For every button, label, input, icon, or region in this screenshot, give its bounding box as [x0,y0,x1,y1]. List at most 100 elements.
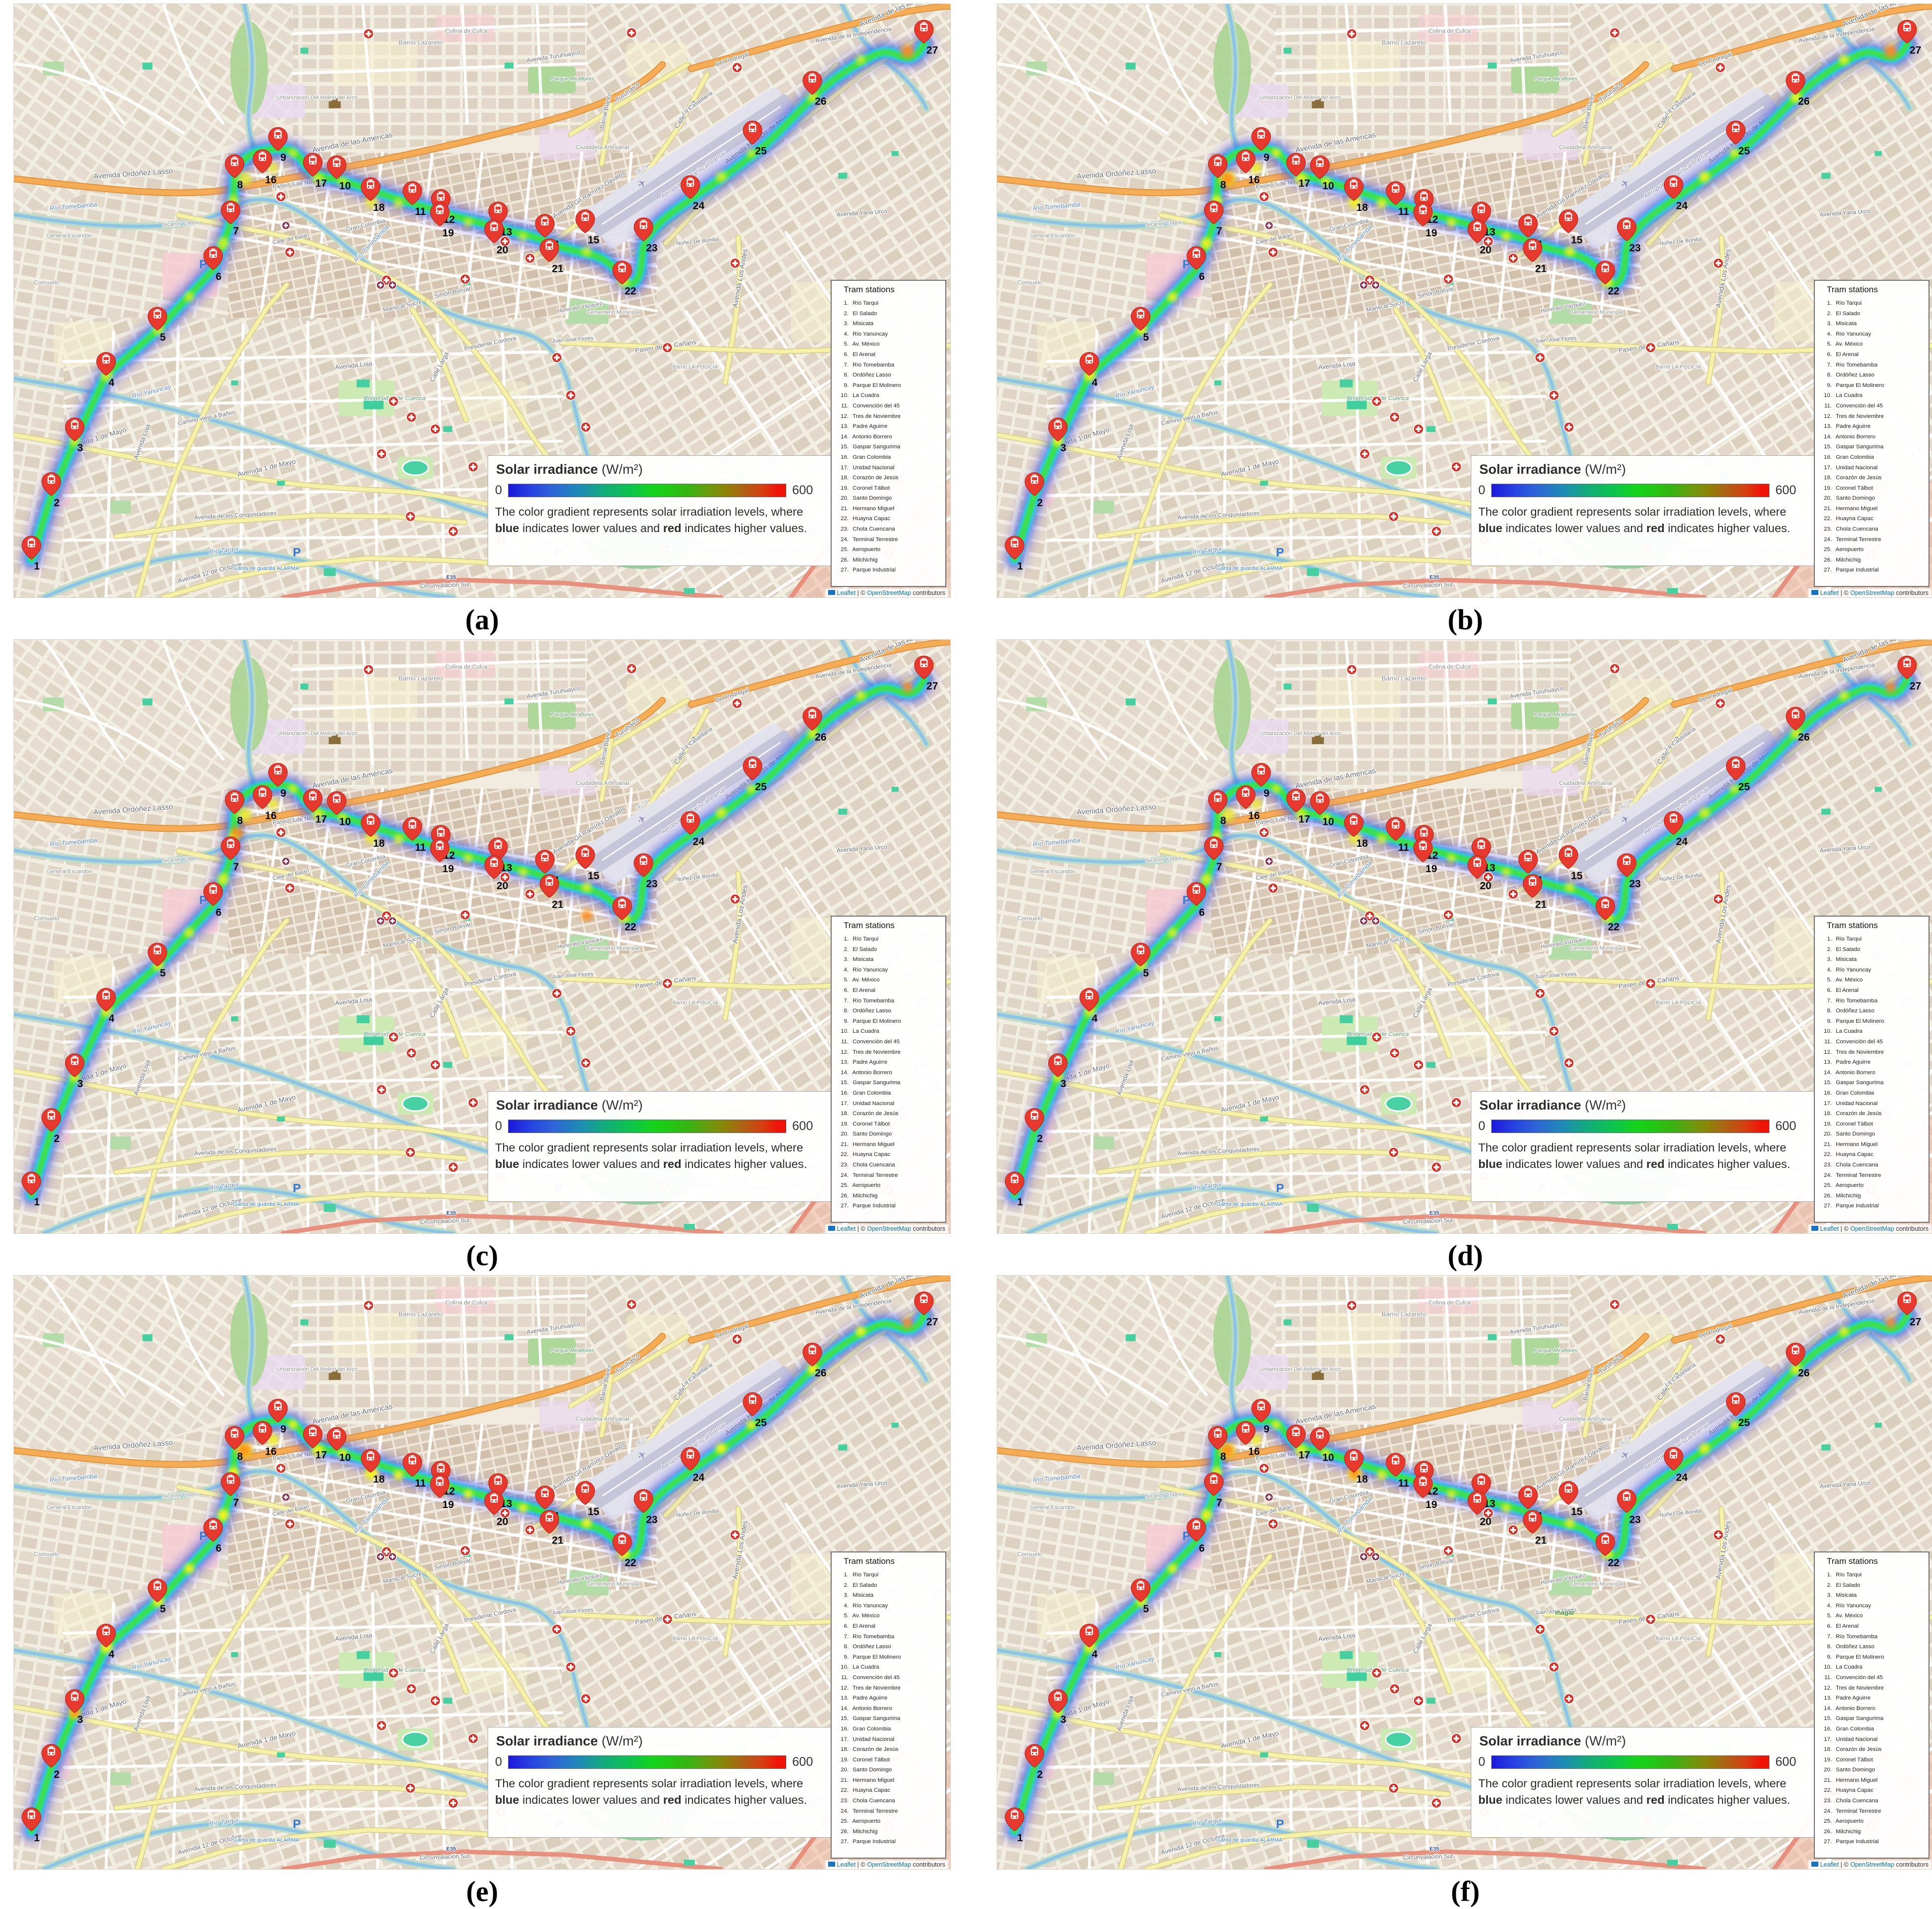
tram-station-pin[interactable]: 21 [539,874,564,911]
tram-station-pin[interactable]: 15 [1559,209,1583,246]
osm-link[interactable]: OpenStreetMap [867,1225,911,1232]
tram-station-pin[interactable]: 26 [802,71,827,107]
tram-station-pin[interactable]: 17 [1286,788,1310,825]
tram-station-pin[interactable]: 20 [484,219,508,256]
tram-station-pin[interactable]: 6 [203,1518,223,1554]
tram-station-pin[interactable]: 8 [224,790,245,826]
tram-station-pin[interactable]: 24 [680,175,705,211]
tram-station-pin[interactable]: 21 [1523,238,1547,275]
tram-station-pin[interactable]: 27 [914,1291,938,1328]
tram-station-pin[interactable]: 9 [1251,1398,1271,1435]
tram-station-pin[interactable]: 7 [1204,1472,1224,1509]
tram-station-pin[interactable]: 5 [148,307,168,343]
tram-station-pin[interactable]: 19 [430,202,454,239]
tram-station-pin[interactable]: 15 [1559,1481,1583,1518]
tram-station-pin[interactable]: 3 [65,417,85,454]
tram-station-pin[interactable]: 1 [21,1171,41,1208]
tram-station-pin[interactable]: 7 [1204,200,1224,237]
tram-station-pin[interactable]: 6 [1186,1518,1207,1554]
tram-station-pin[interactable]: 22 [612,260,636,297]
tram-station-pin[interactable]: 19 [1413,1474,1437,1511]
tram-station-pin[interactable]: 27 [1897,19,1921,56]
tram-station-pin[interactable]: 11 [1386,817,1409,853]
tram-station-pin[interactable]: 26 [1785,1342,1810,1379]
tram-station-pin[interactable]: 10 [1310,155,1334,191]
map-canvas-c[interactable]: ✈ Avenida Ordóñez Lasso Avenida de las Am… [13,639,951,1234]
tram-station-pin[interactable]: 18 [1344,813,1368,849]
tram-station-pin[interactable]: 26 [1785,707,1810,743]
tram-station-pin[interactable]: 2 [1025,1743,1045,1780]
tram-station-pin[interactable]: 11 [402,1453,426,1489]
tram-station-pin[interactable]: 24 [680,811,705,847]
tram-station-pin[interactable]: 21 [539,238,564,275]
tram-station-pin[interactable]: 2 [41,472,61,509]
leaflet-link[interactable]: Leaflet [837,589,856,596]
tram-station-pin[interactable]: 8 [1208,154,1228,191]
tram-station-pin[interactable]: 10 [327,155,351,191]
tram-station-pin[interactable]: 22 [612,896,636,933]
tram-station-pin[interactable]: 7 [220,1472,241,1509]
tram-station-pin[interactable]: 2 [41,1108,61,1145]
tram-station-pin[interactable]: 10 [327,1427,351,1463]
tram-station-pin[interactable]: 21 [539,1510,564,1546]
tram-station-pin[interactable]: 6 [203,246,223,283]
tram-station-pin[interactable]: 25 [742,120,767,157]
tram-station-pin[interactable]: 18 [360,177,385,213]
tram-station-pin[interactable]: 24 [1663,811,1688,847]
tram-station-pin[interactable]: 20 [484,855,508,892]
osm-link[interactable]: OpenStreetMap [867,1861,911,1868]
tram-station-pin[interactable]: 23 [634,217,658,254]
tram-station-pin[interactable]: 15 [575,845,600,882]
tram-station-pin[interactable]: 26 [802,1342,827,1379]
map-canvas-d[interactable]: ✈ Avenida Ordóñez Lasso Avenida de las Am… [997,639,1932,1234]
tram-station-pin[interactable]: 5 [148,943,168,979]
tram-station-pin[interactable]: 10 [1310,791,1334,827]
tram-station-pin[interactable]: 18 [360,1449,385,1485]
tram-station-pin[interactable]: 5 [1131,943,1151,979]
tram-station-pin[interactable]: 23 [634,853,658,890]
leaflet-link[interactable]: Leaflet [1820,1861,1839,1868]
tram-station-pin[interactable]: 5 [1131,307,1151,343]
tram-station-pin[interactable]: 8 [1208,1426,1228,1462]
tram-station-pin[interactable]: 25 [1726,1392,1750,1429]
map-canvas-b[interactable]: ✈ Avenida Ordóñez Lasso Avenida de las Am… [997,3,1932,598]
tram-station-pin[interactable]: 17 [1286,1424,1310,1461]
tram-station-pin[interactable]: 20 [1467,1491,1491,1527]
tram-station-pin[interactable]: 20 [1467,219,1491,256]
tram-station-pin[interactable]: 4 [96,1623,116,1660]
tram-station-pin[interactable]: 27 [914,19,938,56]
tram-station-pin[interactable]: 25 [742,1392,767,1429]
tram-station-pin[interactable]: 26 [1785,71,1810,107]
tram-station-pin[interactable]: 9 [268,127,288,164]
tram-station-pin[interactable]: 22 [1595,260,1619,297]
tram-station-pin[interactable]: 25 [742,756,767,793]
tram-station-pin[interactable]: 23 [1617,1489,1641,1526]
tram-station-pin[interactable]: 2 [1025,472,1045,509]
tram-station-pin[interactable]: 24 [680,1447,705,1483]
tram-station-pin[interactable]: 7 [220,200,241,237]
tram-station-pin[interactable]: 22 [612,1532,636,1569]
osm-link[interactable]: OpenStreetMap [1850,589,1895,596]
tram-station-pin[interactable]: 10 [1310,1427,1334,1463]
tram-station-pin[interactable]: 3 [1048,1689,1068,1725]
tram-station-pin[interactable]: 17 [303,1424,327,1461]
tram-station-pin[interactable]: 25 [1726,756,1750,793]
tram-station-pin[interactable]: 15 [575,1481,600,1518]
tram-station-pin[interactable]: 27 [914,655,938,692]
tram-station-pin[interactable]: 17 [303,788,327,825]
tram-station-pin[interactable]: 10 [327,791,351,827]
tram-station-pin[interactable]: 22 [1595,896,1619,933]
leaflet-link[interactable]: Leaflet [1820,589,1839,596]
tram-station-pin[interactable]: 21 [1523,874,1547,911]
tram-station-pin[interactable]: 17 [303,153,327,189]
tram-station-pin[interactable]: 25 [1726,120,1750,157]
tram-station-pin[interactable]: 19 [430,838,454,875]
tram-station-pin[interactable]: 7 [1204,836,1224,873]
tram-station-pin[interactable]: 16 [1235,1421,1260,1457]
tram-station-pin[interactable]: 16 [252,149,277,186]
tram-station-pin[interactable]: 3 [65,1689,85,1725]
tram-station-pin[interactable]: 24 [1663,1447,1688,1483]
tram-station-pin[interactable]: 6 [203,882,223,919]
leaflet-link[interactable]: Leaflet [837,1861,856,1868]
